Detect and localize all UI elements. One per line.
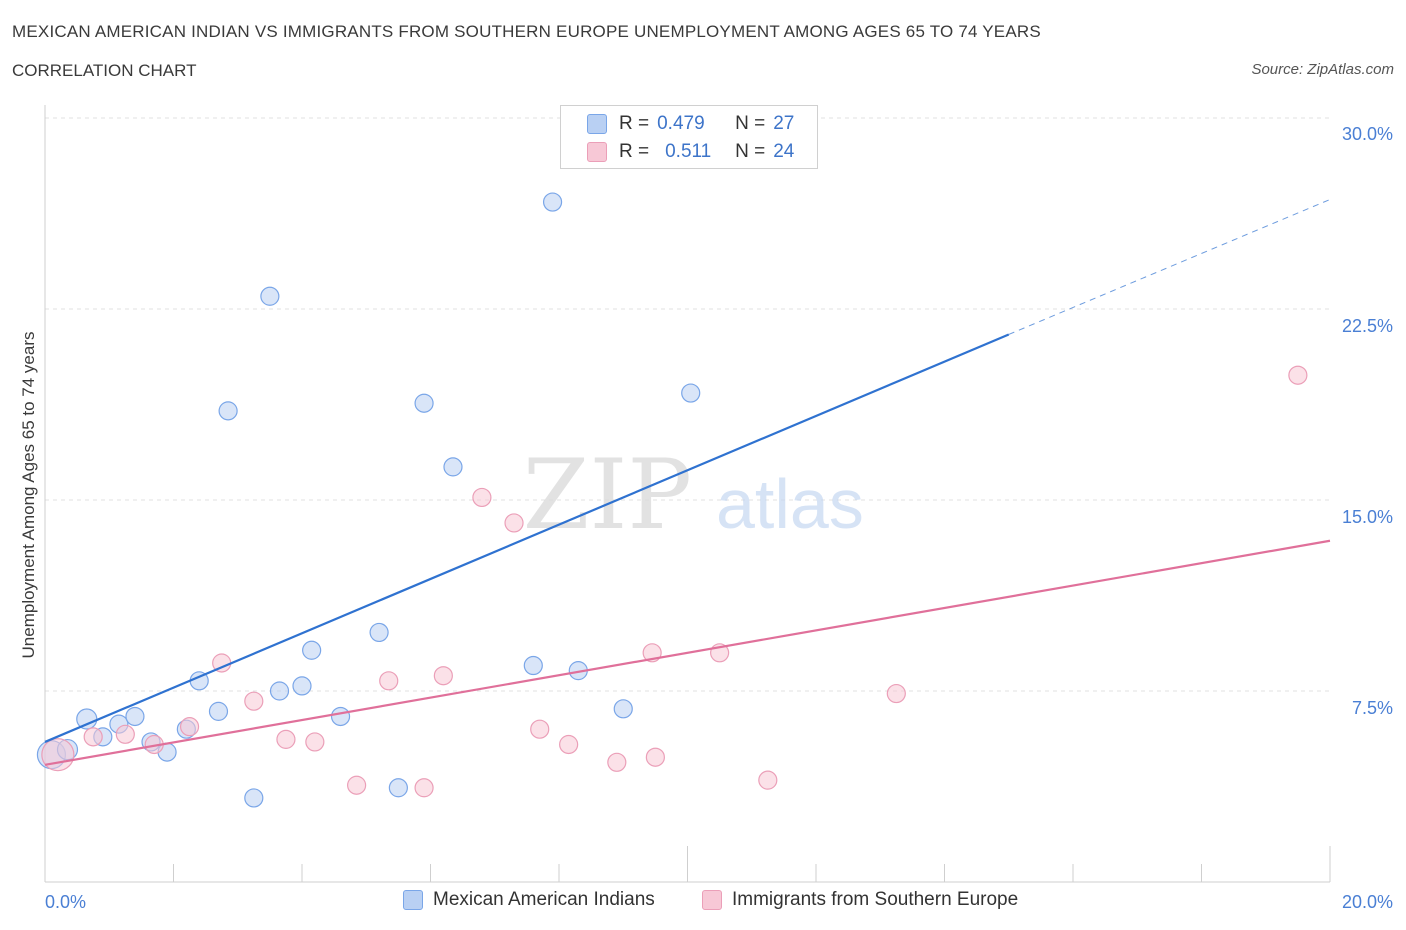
point-mexican-american-indians bbox=[681, 383, 701, 403]
point-mexican-american-indians bbox=[269, 681, 290, 701]
point-immigrants-southern-europe bbox=[433, 666, 453, 686]
legend-label-series1: Mexican American Indians bbox=[433, 889, 655, 910]
point-mexican-american-indians bbox=[369, 622, 389, 643]
point-immigrants-southern-europe bbox=[347, 775, 367, 795]
axes bbox=[44, 105, 1331, 883]
watermark: ZIP atlas bbox=[523, 439, 864, 551]
y-tick-label-7-5: 7.5% bbox=[1352, 698, 1393, 718]
point-immigrants-southern-europe bbox=[504, 513, 524, 533]
point-immigrants-southern-europe bbox=[1288, 365, 1308, 385]
legend-n-label: N = bbox=[735, 141, 766, 162]
point-immigrants-southern-europe bbox=[276, 729, 296, 749]
point-mexican-american-indians bbox=[414, 393, 434, 413]
point-immigrants-southern-europe bbox=[244, 691, 264, 711]
legend-swatch-blue bbox=[403, 890, 423, 910]
point-mexican-american-indians bbox=[76, 708, 98, 730]
point-mexican-american-indians bbox=[542, 192, 563, 212]
point-immigrants-southern-europe bbox=[559, 734, 579, 755]
legend-r-label: R = bbox=[619, 113, 650, 134]
point-immigrants-southern-europe bbox=[472, 487, 492, 508]
point-mexican-american-indians bbox=[208, 701, 229, 721]
gridlines bbox=[45, 117, 1330, 692]
trendline-extension-mexican-american-indians bbox=[1008, 199, 1331, 335]
y-tick-label-22-5: 22.5% bbox=[1342, 316, 1393, 336]
legend-row-series1: R = 0.479 N = 27 bbox=[587, 111, 794, 137]
point-mexican-american-indians bbox=[292, 676, 312, 696]
legend-swatch-pink bbox=[587, 142, 607, 162]
legend-item-immigrants-southern-europe[interactable]: Immigrants from Southern Europe bbox=[702, 889, 1018, 911]
point-immigrants-southern-europe bbox=[115, 724, 135, 744]
legend-item-mexican-american-indians[interactable]: Mexican American Indians bbox=[403, 889, 655, 911]
watermark-zip: ZIP bbox=[523, 439, 692, 551]
point-mexican-american-indians bbox=[302, 640, 322, 660]
legend-n-value-series2: 24 bbox=[773, 141, 795, 162]
legend-row-series2: R = 0.511 N = 24 bbox=[587, 139, 794, 165]
point-mexican-american-indians bbox=[523, 655, 543, 676]
point-immigrants-southern-europe bbox=[607, 752, 627, 772]
point-immigrants-southern-europe bbox=[758, 770, 778, 790]
legend-r-value-series2: 0.511 bbox=[665, 141, 712, 162]
point-mexican-american-indians bbox=[244, 788, 264, 808]
point-mexican-american-indians bbox=[330, 706, 351, 727]
legend-r-label: R = bbox=[619, 141, 650, 162]
point-mexican-american-indians bbox=[260, 286, 280, 306]
point-immigrants-southern-europe bbox=[179, 717, 200, 737]
data-points bbox=[36, 192, 1308, 808]
trendline-immigrants-southern-europe bbox=[44, 539, 1331, 766]
point-immigrants-southern-europe bbox=[83, 727, 103, 747]
point-mexican-american-indians bbox=[218, 401, 238, 421]
series-legend: Mexican American Indians Immigrants from… bbox=[0, 889, 1406, 915]
y-tick-label-30: 30.0% bbox=[1342, 124, 1393, 144]
legend-r-value-series1: 0.479 bbox=[657, 113, 705, 134]
tick-labels: 0.0% 20.0% 7.5% 15.0% 22.5% 30.0% bbox=[45, 124, 1393, 912]
point-immigrants-southern-europe bbox=[41, 738, 75, 772]
y-tick-label-15: 15.0% bbox=[1342, 507, 1393, 527]
legend-n-label: N = bbox=[735, 113, 766, 134]
point-immigrants-southern-europe bbox=[645, 747, 665, 767]
point-immigrants-southern-europe bbox=[414, 778, 434, 798]
chart-title: MEXICAN AMERICAN INDIAN VS IMMIGRANTS FR… bbox=[12, 22, 1041, 41]
trend-lines bbox=[44, 199, 1331, 766]
point-mexican-american-indians bbox=[443, 457, 463, 477]
point-mexican-american-indians bbox=[613, 699, 633, 719]
legend-swatch-blue bbox=[587, 114, 607, 134]
source-label: Source: ZipAtlas.com bbox=[1251, 61, 1394, 78]
point-immigrants-southern-europe bbox=[886, 683, 906, 704]
legend-swatch-pink bbox=[702, 890, 722, 910]
point-mexican-american-indians bbox=[125, 706, 145, 727]
watermark-atlas: atlas bbox=[716, 465, 864, 543]
point-immigrants-southern-europe bbox=[379, 671, 399, 691]
trendline-mexican-american-indians bbox=[44, 333, 1010, 743]
point-mexican-american-indians bbox=[388, 778, 408, 798]
x-tick-label-min: 0.0% bbox=[45, 892, 86, 912]
legend-n-value-series1: 27 bbox=[773, 113, 795, 134]
point-immigrants-southern-europe bbox=[305, 732, 325, 752]
x-tick-label-max: 20.0% bbox=[1342, 892, 1393, 912]
point-immigrants-southern-europe bbox=[530, 719, 550, 739]
chart-subtitle: CORRELATION CHART bbox=[12, 61, 197, 80]
correlation-legend: R = 0.479 N = 27 R = 0.511 N = 24 bbox=[560, 105, 818, 169]
legend-label-series2: Immigrants from Southern Europe bbox=[732, 889, 1019, 910]
